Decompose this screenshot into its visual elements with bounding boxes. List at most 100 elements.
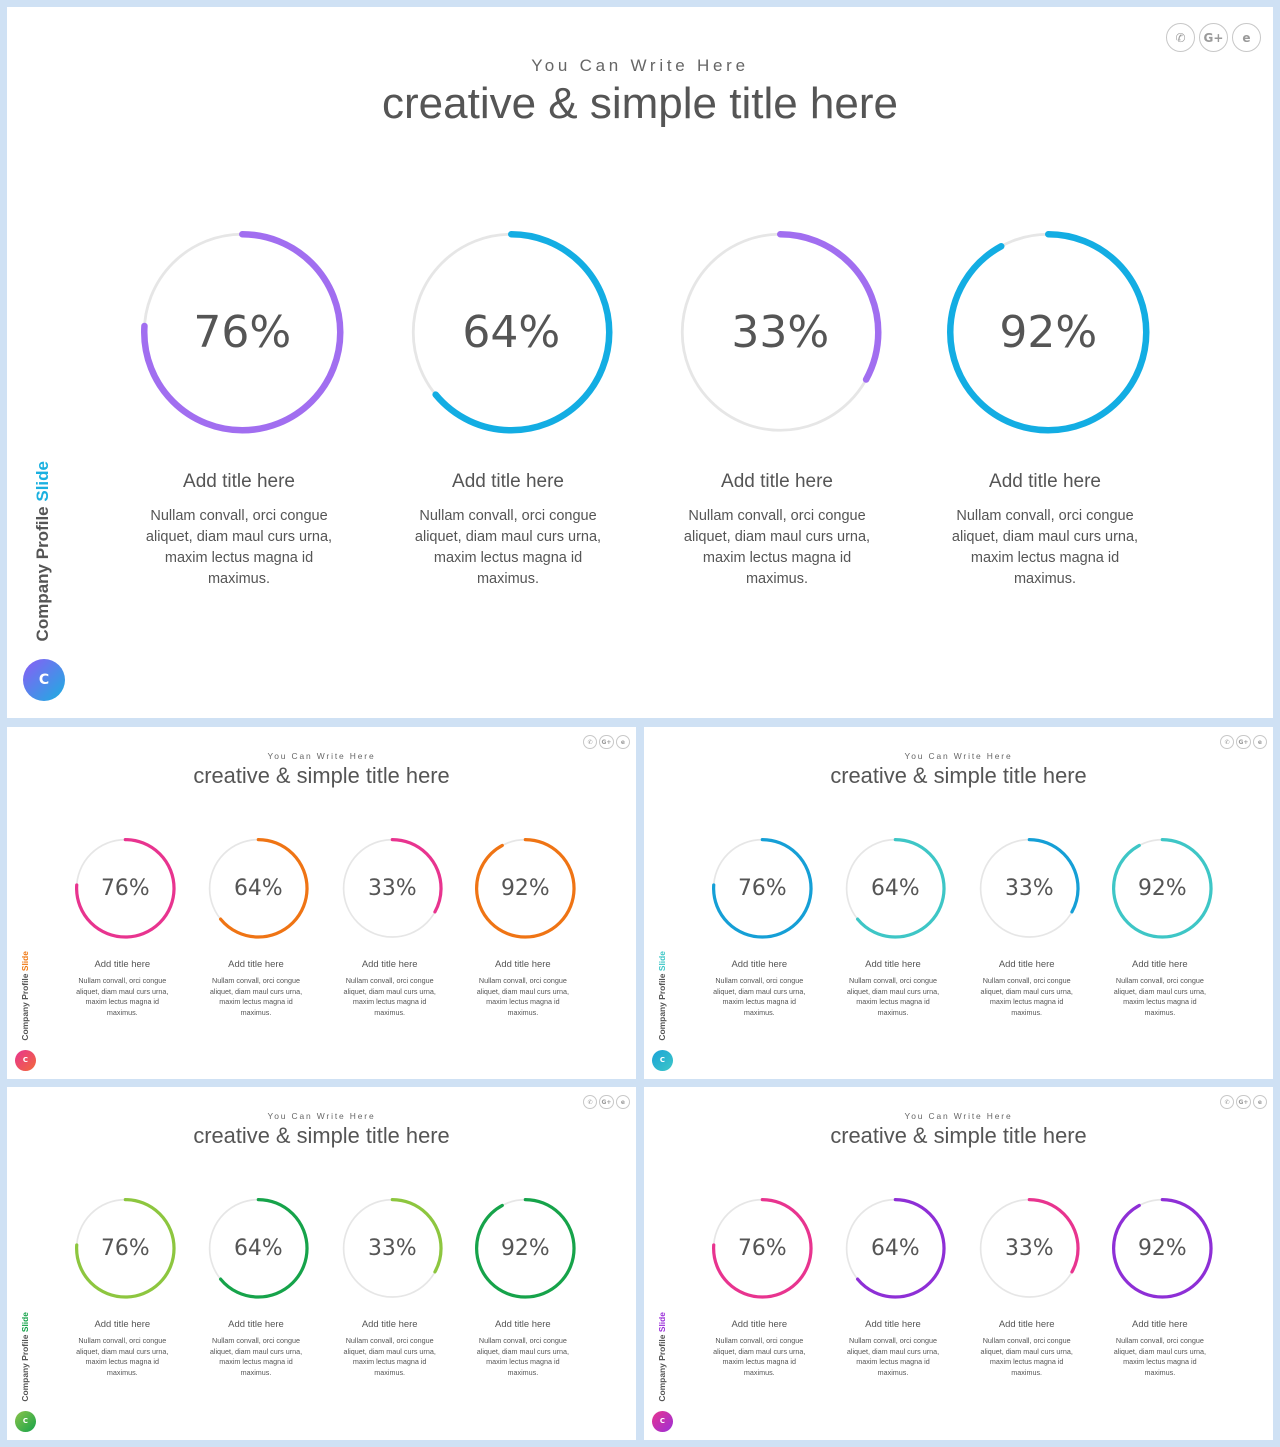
percent-value: 92%	[501, 1236, 550, 1261]
percent-value: 92%	[501, 876, 550, 901]
slide-4: You Can Write Here creative & simple titl…	[7, 1087, 636, 1440]
stat-title: Add title here	[998, 1318, 1055, 1330]
stat-title: Add title here	[865, 958, 921, 970]
google-plus-icon[interactable]: G+	[1236, 734, 1251, 750]
stat-title: Add title here	[361, 1318, 418, 1330]
stat-title: Add title here	[865, 1318, 921, 1330]
progress-arc	[475, 1198, 576, 1299]
stat-description: Nullam convall, orci congue aliquet, dia…	[1113, 976, 1207, 1017]
progress-ring: 64%	[208, 838, 309, 939]
stat-description: Nullam convall, orci congue aliquet, dia…	[414, 508, 602, 588]
web-icon[interactable]: e	[1252, 734, 1268, 750]
slide-title: creative & simple title here	[830, 1122, 1087, 1148]
stat-description: Nullam convall, orci congue aliquet, dia…	[980, 1336, 1073, 1377]
stat-title: Add title here	[228, 1318, 284, 1330]
percent-value: 76%	[193, 307, 291, 358]
brand-logo: C	[14, 1049, 36, 1071]
whatsapp-icon[interactable]: ✆	[1166, 23, 1195, 52]
stat-title: Add title here	[228, 958, 284, 970]
progress-arc	[845, 1198, 946, 1299]
stat-item: 92% Add title here Nullam convall, orci co…	[1110, 836, 1213, 1018]
slide-subtitle: You Can Write Here	[267, 1111, 376, 1122]
stat-title: Add title here	[989, 471, 1101, 493]
google-plus-icon[interactable]: G+	[1236, 1094, 1251, 1110]
stat-item: 33% Add title here Nullam convall, orci co…	[677, 229, 882, 591]
web-icon[interactable]: e	[1252, 1094, 1268, 1110]
percent-value: 64%	[871, 876, 920, 901]
web-icon[interactable]: e	[1232, 23, 1261, 52]
progress-ring: 64%	[410, 230, 613, 434]
progress-ring: 92%	[947, 230, 1150, 434]
slide-2: You Can Write Here creative & simple titl…	[7, 727, 636, 1079]
stat-description: Nullam convall, orci congue aliquet, dia…	[476, 1336, 570, 1377]
percent-value: 33%	[368, 876, 417, 901]
progress-ring: 33%	[341, 838, 443, 939]
share-icons: ✆ G+ e	[1219, 1094, 1268, 1110]
stat-title: Add title here	[1132, 958, 1188, 970]
stat-item: 76% Add title here Nullam convall, orci co…	[710, 836, 813, 1018]
share-icons: ✆ G+ e	[582, 734, 631, 750]
progress-ring: 92%	[475, 838, 576, 939]
stat-description: Nullam convall, orci congue aliquet, dia…	[1113, 1336, 1207, 1377]
progress-ring: 64%	[845, 1198, 946, 1299]
web-icon[interactable]: e	[615, 1094, 631, 1110]
web-icon[interactable]: e	[615, 734, 631, 750]
google-plus-icon[interactable]: G+	[599, 734, 614, 750]
google-plus-icon[interactable]: G+	[599, 1094, 614, 1110]
progress-arc	[341, 1198, 443, 1299]
brand-logo: C	[651, 1049, 673, 1071]
stat-description: Nullam convall, orci congue aliquet, dia…	[145, 508, 333, 588]
whatsapp-icon[interactable]: ✆	[1219, 734, 1235, 750]
brand-vertical-text: Company Profile Slide	[20, 1312, 30, 1402]
brand-highlight: Slide	[656, 951, 667, 972]
stat-description: Nullam convall, orci congue aliquet, dia…	[209, 976, 303, 1017]
google-plus-icon[interactable]: G+	[1199, 23, 1228, 52]
stat-item: 76% Add title here Nullam convall, orci co…	[139, 229, 344, 591]
progress-arc	[74, 838, 176, 939]
slide-title: creative & simple title here	[382, 79, 898, 128]
stat-description: Nullam convall, orci congue aliquet, dia…	[209, 1336, 303, 1377]
stat-item: 76% Add title here Nullam convall, orci co…	[710, 1196, 813, 1378]
brand-prefix: Company Profile	[656, 1334, 667, 1402]
brand-logo: C	[23, 659, 65, 701]
progress-arc	[978, 1198, 1080, 1299]
progress-arc	[978, 838, 1080, 939]
percent-value: 76%	[101, 876, 150, 901]
progress-arc	[208, 1198, 309, 1299]
brand-prefix: Company Profile	[19, 1334, 30, 1402]
progress-arc	[711, 1198, 813, 1299]
brand-prefix: Company Profile	[656, 973, 667, 1041]
stat-item: 33% Add title here Nullam convall, orci co…	[340, 836, 443, 1018]
brand-highlight: Slide	[19, 951, 30, 972]
progress-arc	[1112, 838, 1213, 939]
stat-title: Add title here	[721, 471, 833, 493]
brand-highlight: Slide	[33, 460, 52, 502]
stat-description: Nullam convall, orci congue aliquet, dia…	[713, 1336, 806, 1377]
percent-value: 76%	[101, 1236, 150, 1261]
share-icons: ✆ G+ e	[582, 1094, 631, 1110]
slide-subtitle: You Can Write Here	[267, 751, 376, 762]
progress-ring: 76%	[74, 1198, 176, 1299]
percent-value: 64%	[234, 876, 283, 901]
progress-ring: 33%	[341, 1198, 443, 1299]
slide-5: You Can Write Here creative & simple titl…	[644, 1087, 1273, 1440]
progress-ring: 92%	[1112, 838, 1213, 939]
brand-logo: C	[14, 1410, 36, 1432]
percent-value: 33%	[1005, 1236, 1054, 1261]
whatsapp-icon[interactable]: ✆	[582, 734, 598, 750]
stat-title: Add title here	[1132, 1318, 1188, 1330]
whatsapp-icon[interactable]: ✆	[582, 1094, 598, 1110]
stat-title: Add title here	[998, 958, 1055, 970]
stat-title: Add title here	[495, 1318, 551, 1330]
percent-value: 76%	[738, 1236, 787, 1261]
stat-item: 64% Add title here Nullam convall, orci co…	[206, 1196, 309, 1378]
progress-ring: 92%	[475, 1198, 576, 1299]
slide-subtitle: You Can Write Here	[904, 1111, 1013, 1122]
progress-arc	[679, 230, 882, 434]
stat-description: Nullam convall, orci congue aliquet, dia…	[846, 1336, 940, 1377]
whatsapp-icon[interactable]: ✆	[1219, 1094, 1235, 1110]
stat-item: 64% Add title here Nullam convall, orci co…	[843, 1196, 946, 1378]
brand-highlight: Slide	[19, 1312, 30, 1333]
percent-value: 64%	[871, 1236, 920, 1261]
share-icons: ✆ G+ e	[1219, 734, 1268, 750]
